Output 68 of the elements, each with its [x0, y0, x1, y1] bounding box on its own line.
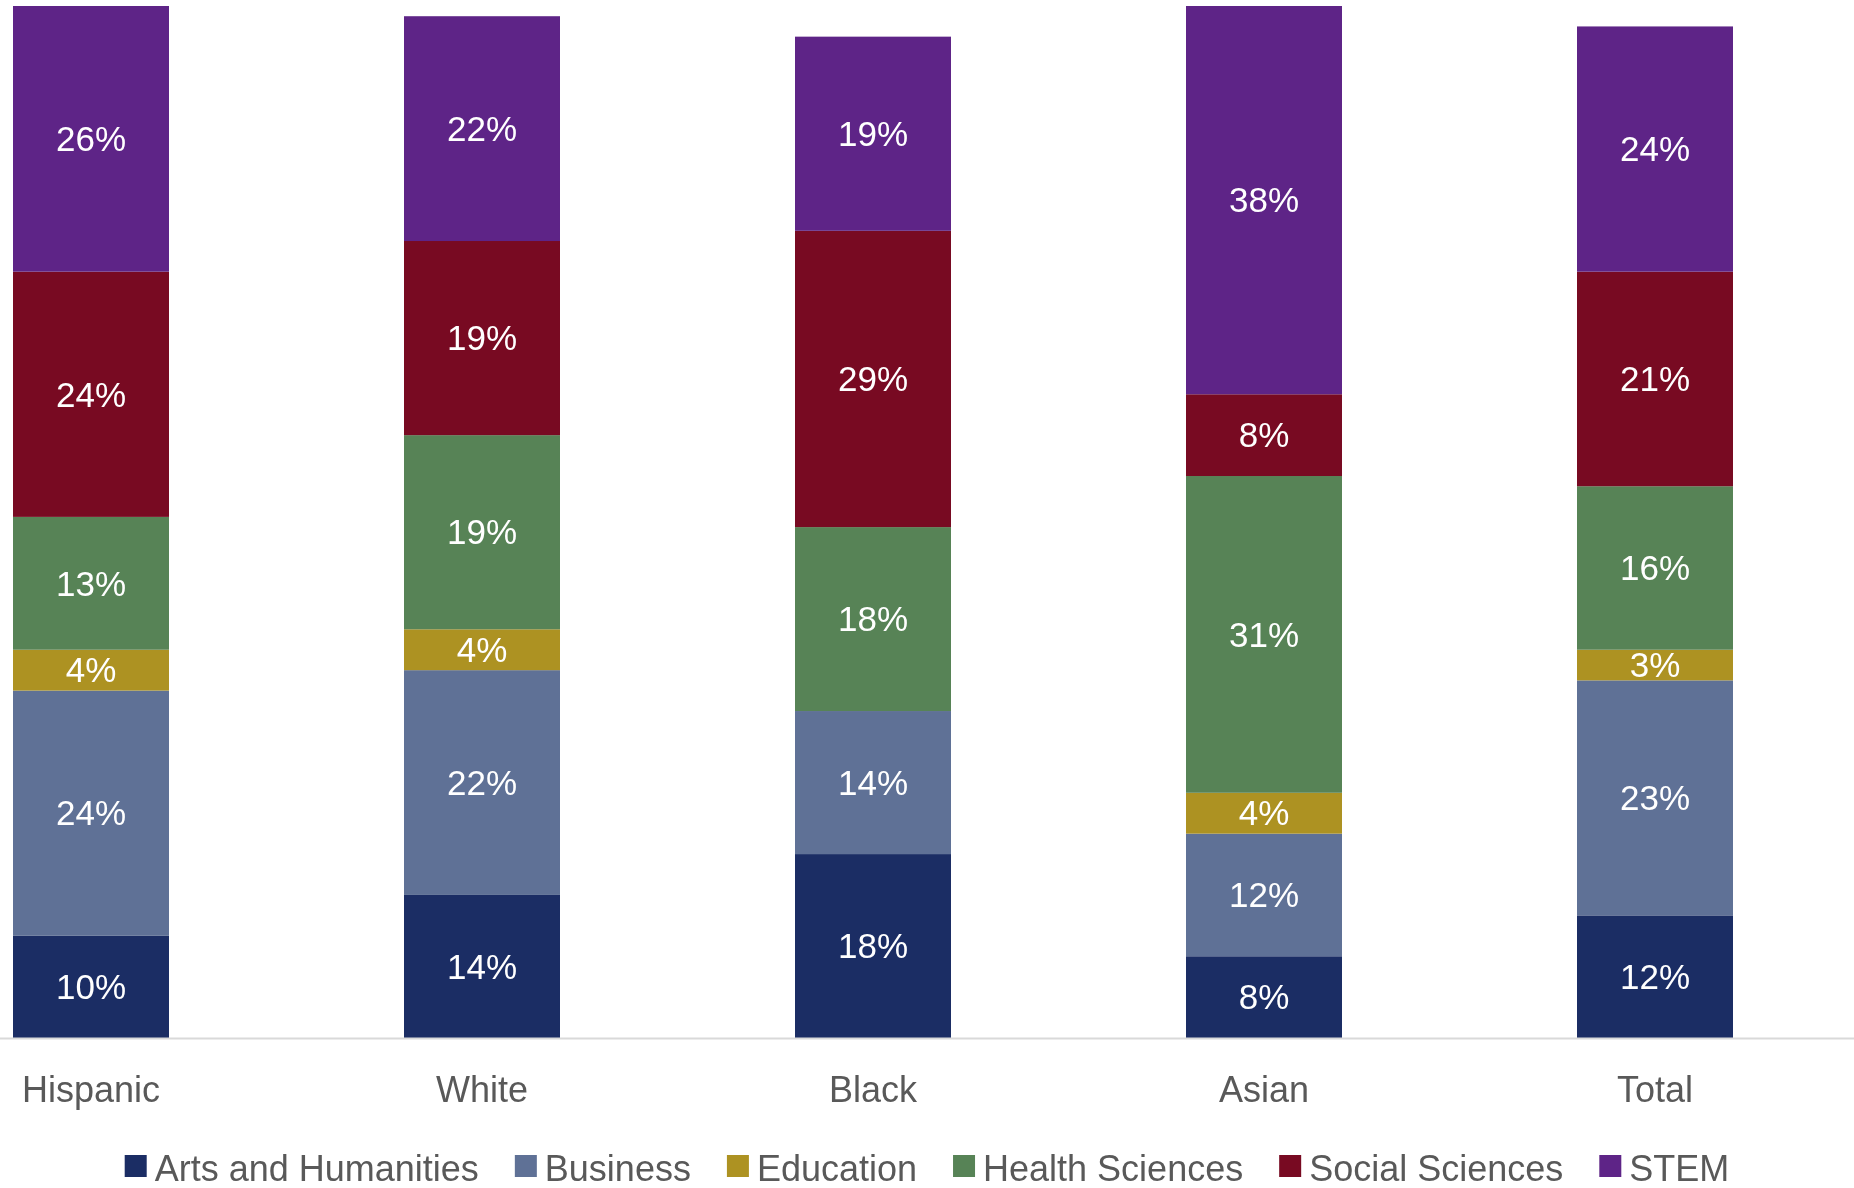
legend-label: STEM [1629, 1147, 1730, 1188]
data-label: 24% [55, 793, 127, 833]
data-label: 4% [1238, 793, 1290, 833]
bar [404, 241, 560, 436]
bar [13, 271, 169, 517]
x-tick-label: White [435, 1069, 529, 1110]
data-label: 12% [1619, 956, 1691, 996]
bar [1577, 26, 1733, 272]
bar [13, 690, 169, 936]
data-label: 10% [55, 967, 127, 1007]
bar [1577, 486, 1733, 650]
data-label: 8% [1238, 977, 1290, 1017]
bar [1186, 956, 1342, 1038]
data-label: 19% [446, 318, 518, 358]
legend-label: Social Sciences [1309, 1147, 1564, 1188]
legend-label: Health Sciences [983, 1147, 1244, 1188]
data-label: 18% [837, 926, 909, 966]
bar [1186, 792, 1342, 834]
data-label: 18% [837, 599, 909, 639]
bar [795, 36, 951, 231]
data-label: 24% [55, 374, 127, 414]
data-label: 22% [446, 762, 518, 802]
data-label: 13% [55, 563, 127, 603]
data-label: 38% [1228, 180, 1300, 220]
data-label: 22% [446, 108, 518, 148]
data-label: 4% [456, 629, 508, 669]
legend-label: Arts and Humanities [154, 1147, 479, 1188]
data-label: 12% [1228, 875, 1300, 915]
data-label: 8% [1238, 415, 1290, 455]
bar [404, 670, 560, 895]
data-label: 31% [1228, 614, 1300, 654]
bar [13, 6, 169, 272]
bar [1577, 915, 1733, 1038]
legend-label: Business [544, 1147, 691, 1188]
data-label: 23% [1619, 778, 1691, 818]
data-label: 14% [837, 762, 909, 802]
bar [1186, 476, 1342, 793]
data-label: 14% [446, 946, 518, 986]
bar [1186, 833, 1342, 957]
bar [13, 649, 169, 691]
x-tick-label: Asian [1218, 1069, 1310, 1110]
bar [1577, 271, 1733, 487]
bar [404, 16, 560, 242]
legend-label: Education [756, 1147, 918, 1188]
bar [1186, 394, 1342, 477]
data-label: 4% [65, 650, 117, 690]
data-label: 24% [1619, 129, 1691, 169]
x-tick-label: Hispanic [21, 1069, 161, 1110]
bar [404, 894, 560, 1038]
bar [795, 711, 951, 855]
data-label: 16% [1619, 548, 1691, 588]
data-label: 19% [446, 512, 518, 552]
x-tick-label: Total [1616, 1069, 1694, 1110]
bar [1186, 6, 1342, 395]
bar [13, 935, 169, 1038]
bar [795, 230, 951, 528]
data-label: 19% [837, 113, 909, 153]
bar [404, 435, 560, 630]
data-label: 3% [1629, 645, 1681, 685]
bar [13, 516, 169, 650]
bar [1577, 680, 1733, 916]
bar [404, 629, 560, 671]
data-label: 26% [55, 119, 127, 159]
data-label: 21% [1619, 359, 1691, 399]
x-tick-label: Black [828, 1069, 919, 1110]
bar [795, 854, 951, 1038]
bar [795, 527, 951, 712]
data-label: 29% [837, 359, 909, 399]
